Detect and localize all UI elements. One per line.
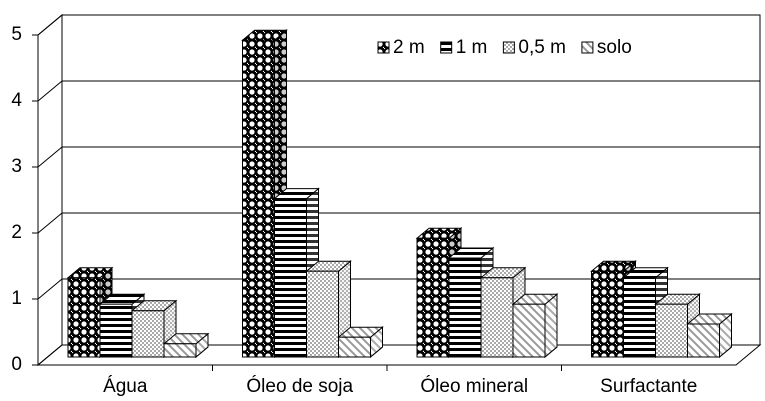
- grid-line: [37, 80, 63, 102]
- bar-front: [274, 198, 307, 358]
- x-tick-label: Óleo de soja: [246, 375, 353, 397]
- bar: [162, 332, 210, 359]
- bar-front: [99, 303, 133, 358]
- y-tick-label: 5: [11, 24, 22, 45]
- y-tick-label: 1: [11, 288, 22, 309]
- legend-swatch: [440, 41, 453, 54]
- grid-line: [37, 146, 63, 168]
- bar-front: [131, 310, 165, 358]
- bar: [511, 293, 559, 359]
- grid-line: [37, 278, 63, 300]
- y-tick-label: 2: [11, 222, 22, 243]
- bar-front: [591, 270, 624, 358]
- bar-front: [623, 277, 656, 358]
- legend-swatch: [502, 41, 515, 54]
- bar-front: [67, 277, 101, 358]
- bar-front: [655, 303, 688, 358]
- bar-front: [687, 323, 720, 358]
- bar-front: [480, 277, 514, 358]
- grid-line: [37, 212, 63, 234]
- y-tick-label: 0: [11, 354, 22, 375]
- legend-swatch: [581, 41, 594, 54]
- bar-front: [306, 270, 339, 358]
- x-tick-label: Surfactante: [600, 376, 697, 397]
- legend-label: 2 m: [393, 37, 425, 58]
- bar-front: [416, 237, 450, 358]
- y-tick-label: 4: [11, 90, 22, 111]
- x-tick-label: Óleo mineral: [420, 375, 528, 397]
- legend-label: 1 m: [456, 37, 488, 58]
- bar-front: [163, 343, 197, 358]
- bar: [337, 326, 384, 359]
- y-tick-label: 3: [11, 156, 22, 177]
- bar: [686, 312, 733, 359]
- bar-front: [512, 303, 546, 358]
- x-tick-label: Água: [103, 376, 148, 397]
- bar-front: [338, 336, 371, 358]
- grid-line: [37, 344, 63, 366]
- grid-line: [37, 14, 63, 36]
- bar-front: [448, 257, 482, 358]
- legend-label: 0,5 m: [518, 37, 566, 58]
- bar-front: [242, 39, 275, 358]
- legend-label: solo: [597, 37, 632, 58]
- bar-side: [544, 293, 558, 359]
- legend-swatch: [377, 41, 390, 54]
